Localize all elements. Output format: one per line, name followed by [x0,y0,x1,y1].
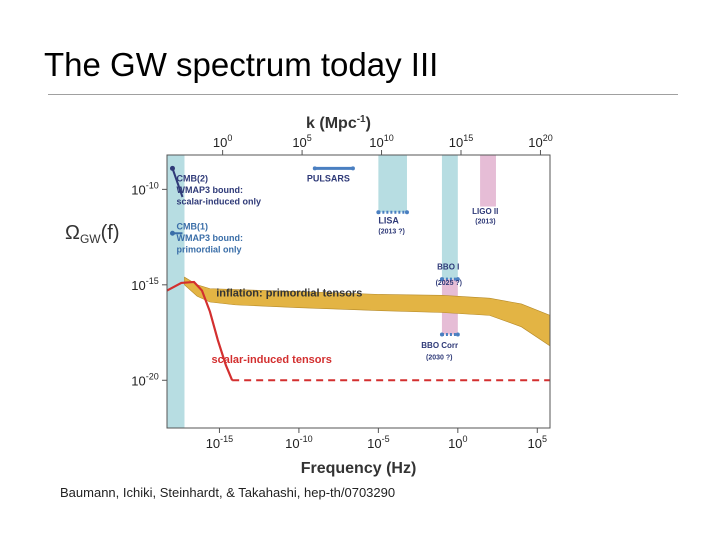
gw-spectrum-chart: 10-15 10-10 10-5 100 105 100 105 1010 1015 1020 10… [65,114,553,477]
title-divider [48,94,678,95]
top-tick-label: 1010 [369,133,393,150]
top-tick-label: 1015 [449,133,473,150]
x-axis-label: Frequency (Hz) [301,460,417,477]
sensitivity-lisa-start [376,210,381,215]
region-bbo [441,155,458,280]
sensitivity-pulsars-start [312,166,317,171]
gw-spectrum-figure: 10-15 10-10 10-5 100 105 100 105 1010 1015 1020 10… [60,105,560,485]
annotation-bbo: BBO I [437,263,459,272]
sensitivity-bbo-i-end [455,277,460,282]
annotation-cmb1: CMB(1) [177,221,209,231]
annotation-inflation: inflation: primordial tensors [216,287,362,299]
annotation-lisa-year: (2013 ?) [378,228,404,235]
annotation-wmap-scalar1: WMAP3 bound: [177,185,244,195]
annotation-wmap-prim1: WMAP3 bound: [177,233,244,243]
cmb-bound-cmb-1--marker [169,230,175,236]
top-tick-label: 100 [213,133,232,150]
slide-title: The GW spectrum today III [44,46,439,83]
sensitivity-bbo-corr-end [455,332,460,337]
y-tick-label: 10-10 [131,180,158,197]
scalar-induced-curve [166,280,234,381]
x-tick-label: 100 [448,434,467,451]
annotation-ligo: LIGO II [472,207,498,216]
sensitivity-lisa-end [404,210,409,215]
citation: Baumann, Ichiki, Steinhardt, & Takahashi… [60,485,396,500]
x-tick-label: 10-15 [206,434,233,451]
x-tick-label: 10-5 [367,434,389,451]
y-tick-label: 10-20 [131,371,158,388]
annotation-ligo-year: (2013) [475,219,495,226]
sensitivity-bbo-i-start [439,277,444,282]
annotation-bbocorr: BBO Corr [421,341,458,350]
plot-frame [166,154,551,429]
cmb-bound-cmb-2--marker [169,165,175,171]
region-cmb [167,155,185,428]
x-tick-label: 10-10 [285,434,312,451]
sensitivity-pulsars-end [350,166,355,171]
region-lisa [378,155,407,213]
annotation-cmb2: CMB(2) [177,174,209,184]
annotation-pulsars: PULSARS [307,174,350,184]
y-tick-label: 10-15 [131,276,158,293]
region-ligo-ii [480,155,496,207]
top-tick-label: 1020 [528,133,552,150]
x-tick-label: 105 [528,434,547,451]
y-axis-label: ΩGW(f) [65,222,120,246]
annotation-bbo-year: (2025 ?) [436,280,462,287]
top-axis-label: k (Mpc-1) [306,114,371,132]
sensitivity-bbo-corr-start [439,332,444,337]
annotation-lisa: LISA [378,216,399,226]
top-tick-label: 105 [292,133,311,150]
annotation-scalar: scalar-induced tensors [211,354,331,366]
annotation-wmap-prim2: primordial only [177,244,242,254]
annotation-wmap-scalar2: scalar-induced only [177,197,262,207]
annotation-bbocorr-year: (2030 ?) [426,354,452,361]
cmb-bound-cmb-2- [171,168,184,198]
